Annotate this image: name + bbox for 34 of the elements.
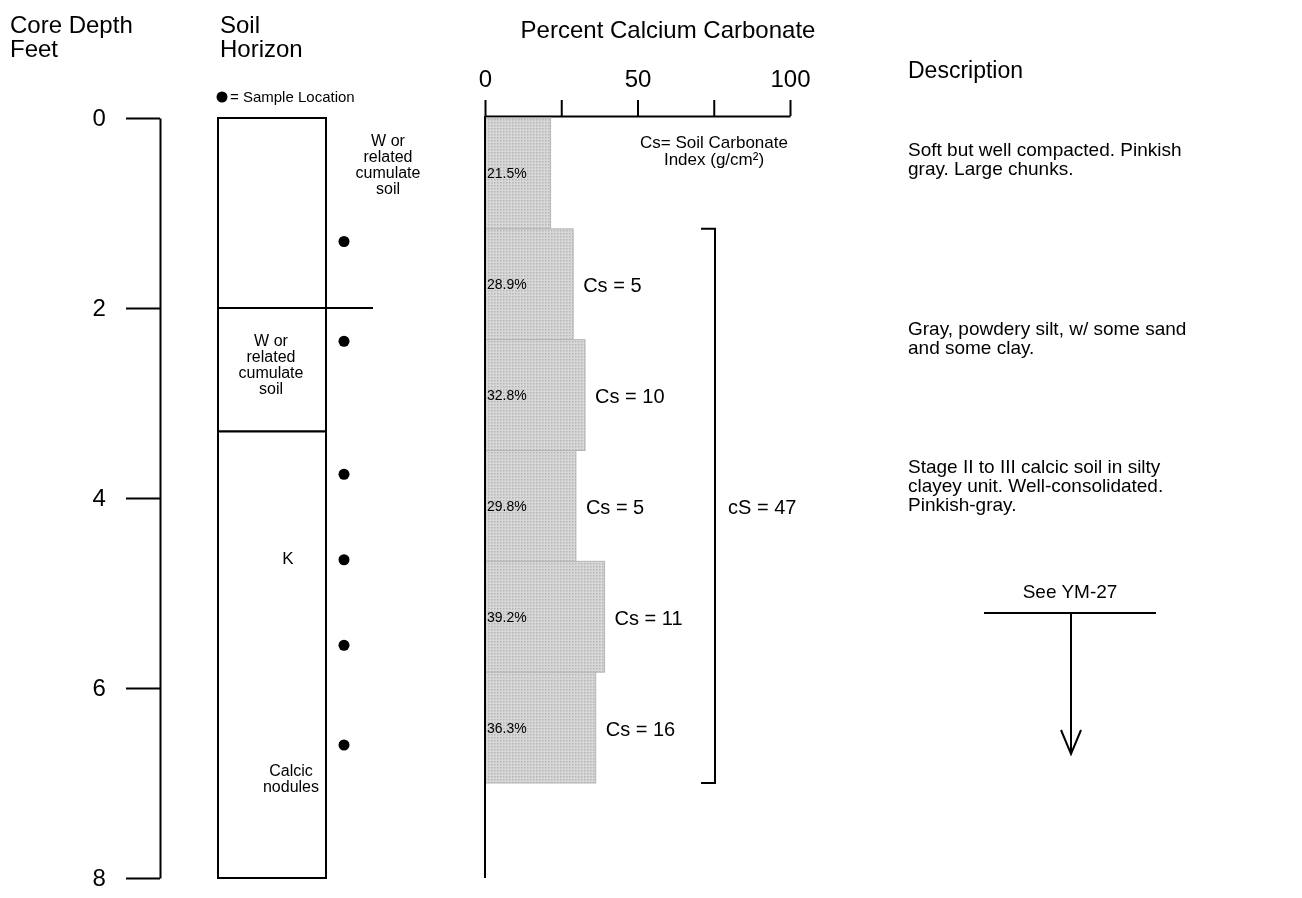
y-tick-label: 0 xyxy=(92,104,106,132)
chart-title: Percent Calcium Carbonate xyxy=(520,16,816,43)
text: = Sample Location xyxy=(230,88,355,105)
text: Soil Horizon xyxy=(220,11,303,62)
x-tick-label: 100 xyxy=(770,65,811,93)
y-tick-label: 4 xyxy=(92,484,106,512)
y-tick-label: 6 xyxy=(92,674,106,702)
series-label: W or related cumulate soil xyxy=(355,132,421,197)
annotation: Cs = 5 xyxy=(585,495,645,518)
text: Description xyxy=(908,57,1024,83)
annotation: Calcic nodules xyxy=(262,762,320,795)
data-label: 28.9% xyxy=(487,276,527,293)
annotation: Cs= Soil Carbonate Index (g/cm²) xyxy=(640,133,788,169)
data-label: 39.2% xyxy=(487,608,527,625)
data-label: 29.8% xyxy=(487,497,527,514)
y-tick-label: 8 xyxy=(92,864,106,892)
annotation: Cs = 10 xyxy=(595,385,665,408)
data-label: 36.3% xyxy=(487,719,527,736)
y-axis-title: Core Depth Feet xyxy=(10,11,133,62)
annotation: Cs = 16 xyxy=(605,717,676,740)
x-tick-label: 0 xyxy=(478,65,493,93)
legend-label: W or related cumulate soil xyxy=(238,332,304,397)
annotation: cS = 47 xyxy=(728,495,797,518)
data-label: 32.8% xyxy=(487,387,527,404)
text: Stage II to III calcic soil in silty clayey unit. Well-consolidated. Pinkish-gray. xyxy=(908,456,1164,515)
data-label: 21.5% xyxy=(487,165,527,182)
text: See YM-27 xyxy=(1022,581,1118,602)
text: Soft but well compacted. Pinkish gray. Large chunks. xyxy=(908,139,1182,179)
text: Gray, powdery silt, w/ some sand and some clay. xyxy=(908,318,1187,358)
series-label: K xyxy=(282,549,295,568)
y-tick-label: 2 xyxy=(92,294,106,322)
annotation: Cs = 5 xyxy=(583,274,642,297)
x-tick-label: 50 xyxy=(624,65,652,93)
annotation: Cs = 11 xyxy=(614,606,683,629)
